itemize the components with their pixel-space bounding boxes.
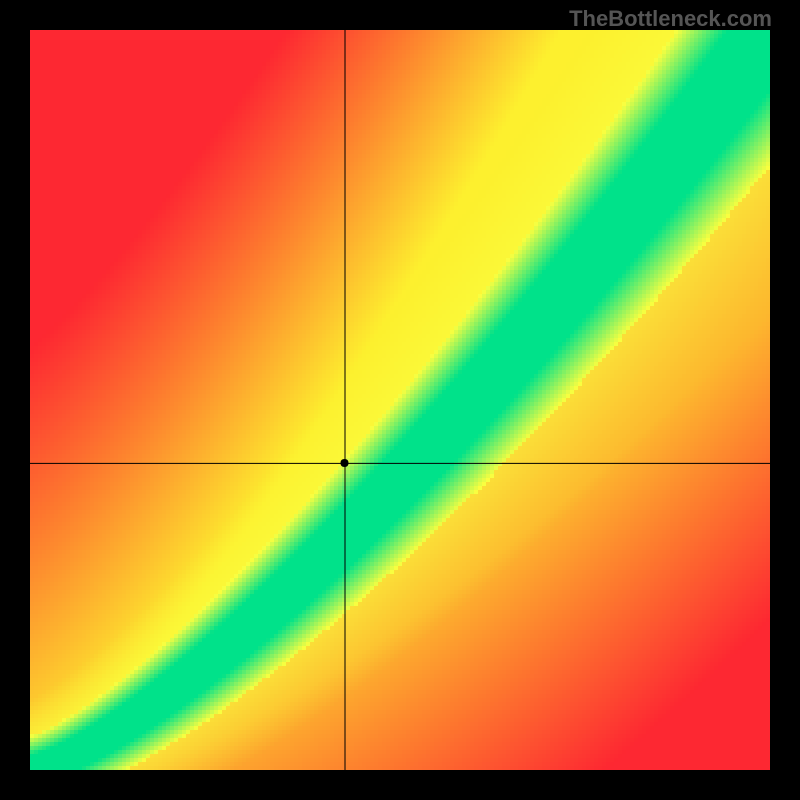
watermark: TheBottleneck.com <box>569 6 772 32</box>
heatmap-canvas <box>0 0 800 800</box>
bottleneck-heatmap: TheBottleneck.com <box>0 0 800 800</box>
